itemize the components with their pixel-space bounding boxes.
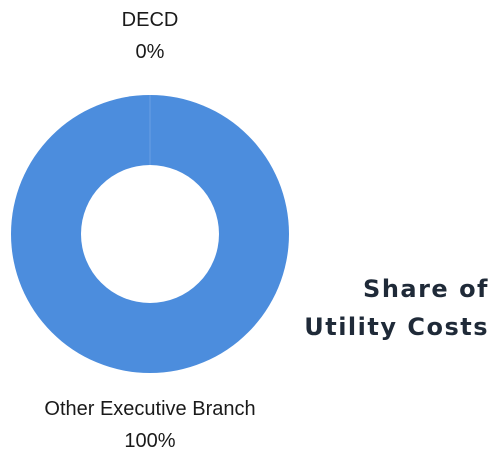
slice-name-decd: DECD: [121, 9, 179, 31]
slice-value-other-executive-branch: 100%: [124, 430, 176, 452]
chart-title: Share of Utility Costs: [269, 270, 489, 346]
chart-title-line-2: Utility Costs: [304, 313, 489, 341]
donut-hole: [81, 165, 219, 303]
slice-name-other-executive-branch: Other Executive Branch: [44, 398, 256, 420]
slice-label-decd: DECD 0%: [50, 4, 250, 68]
slice-label-other-executive-branch: Other Executive Branch 100%: [0, 393, 300, 457]
slice-value-decd: 0%: [135, 41, 165, 63]
chart-title-line-1: Share of: [363, 275, 489, 303]
